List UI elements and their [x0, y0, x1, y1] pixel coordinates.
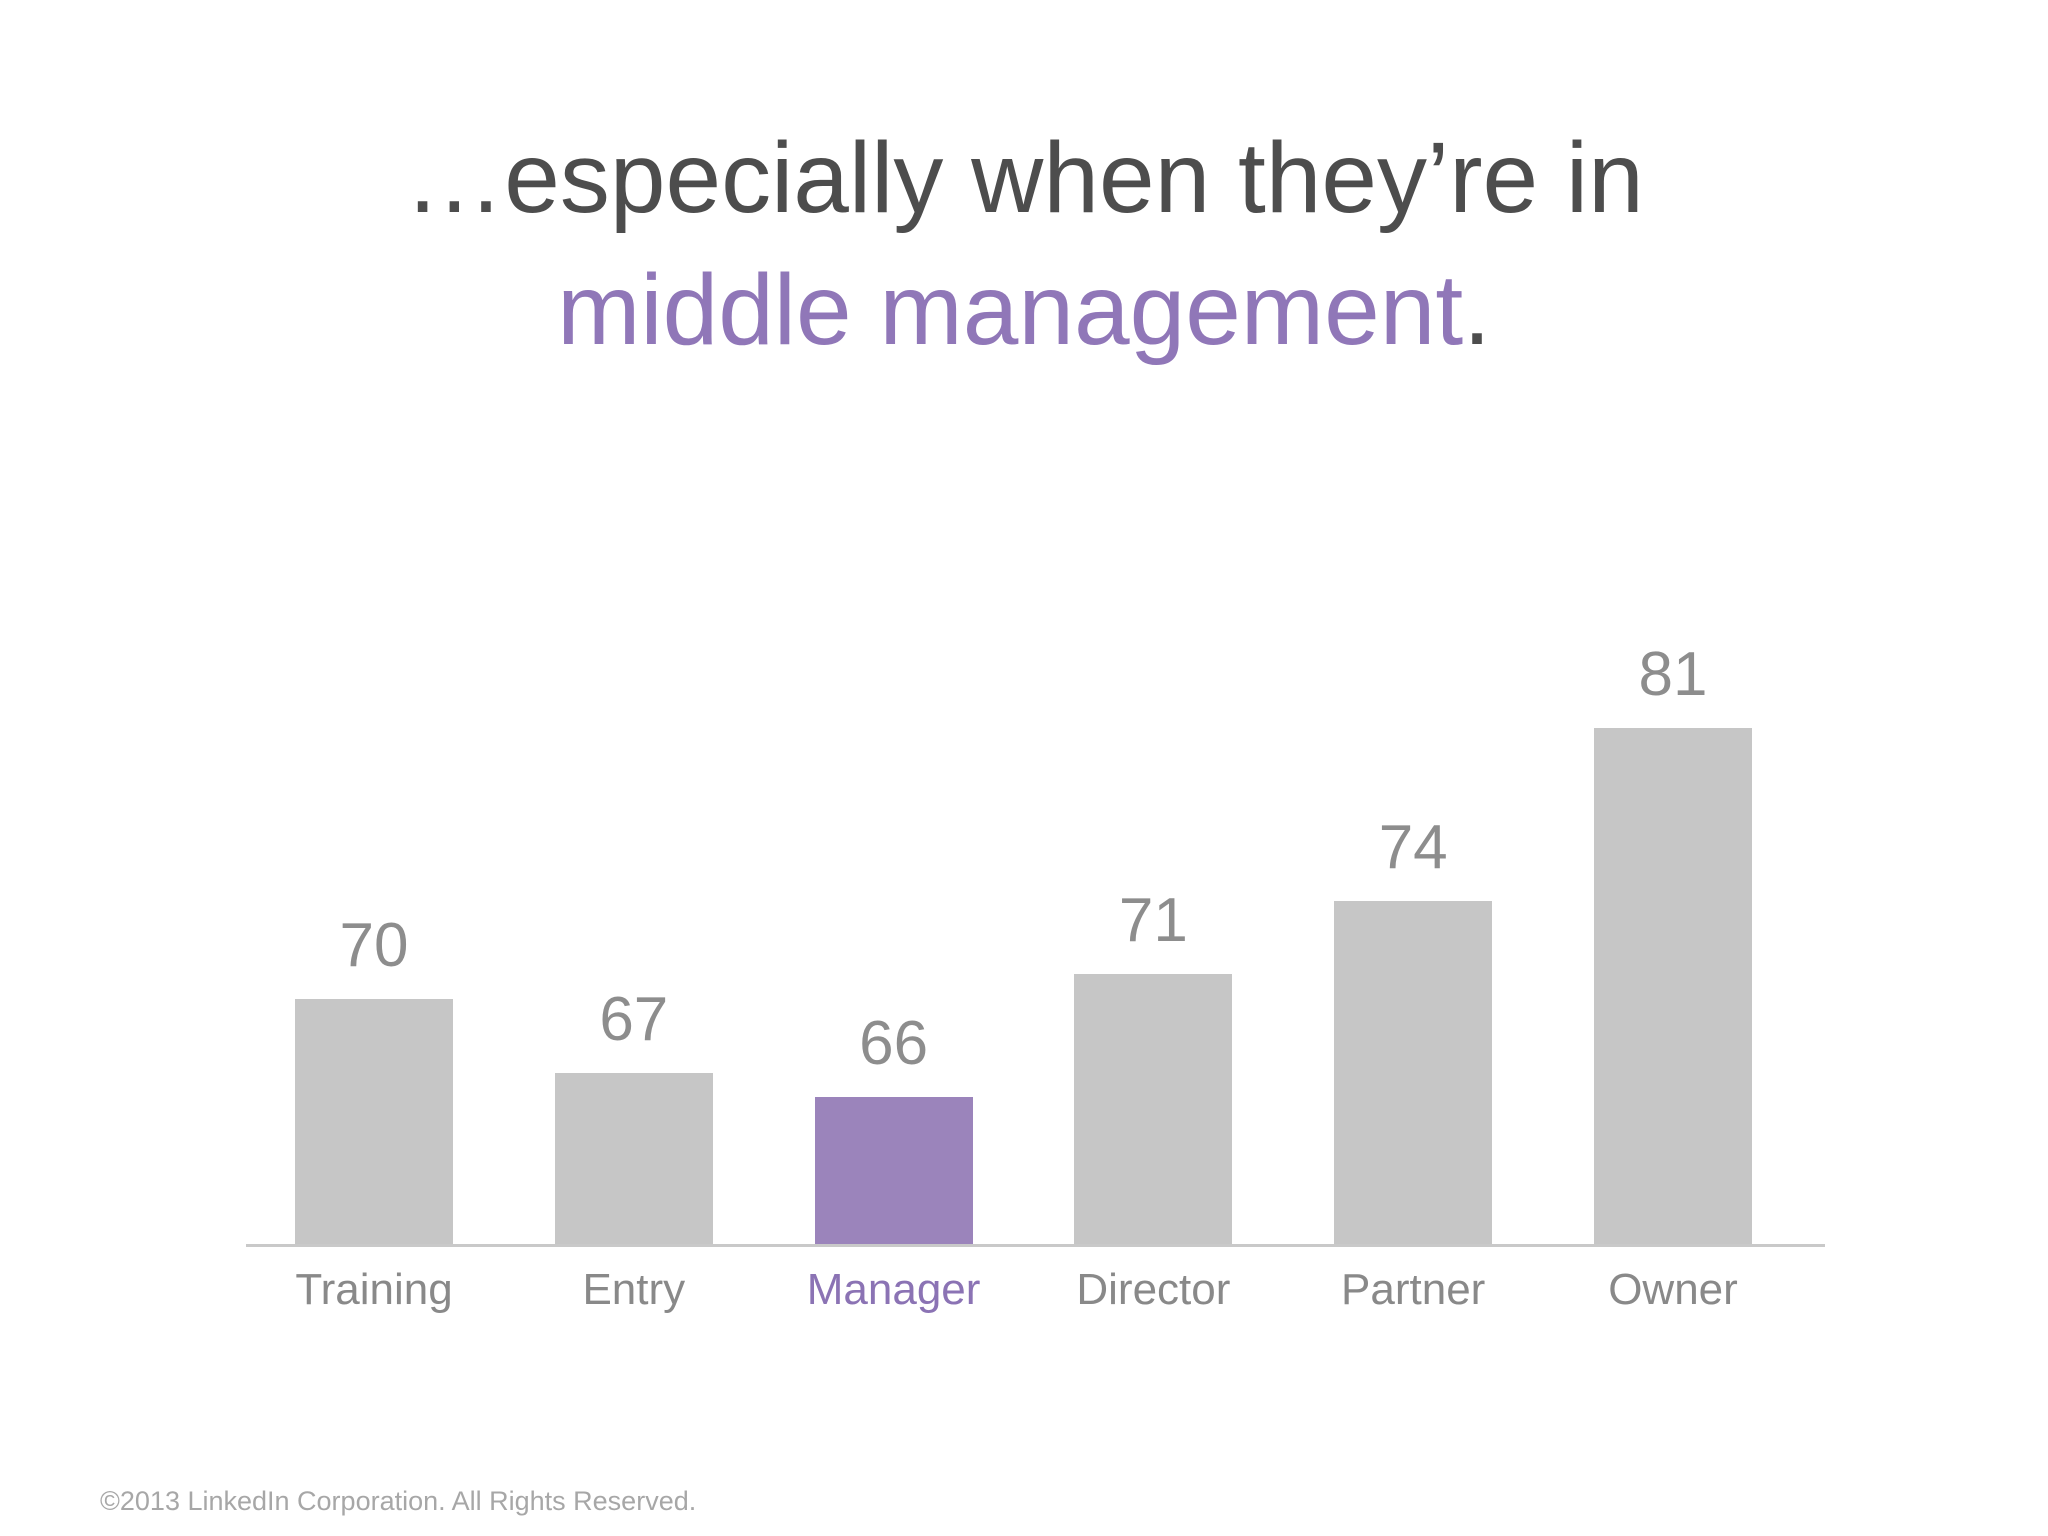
slide-title: …especially when they’re in middle manag… [0, 112, 2048, 376]
bar-value-label-entry: 67 [599, 984, 669, 1054]
bar-manager [814, 1097, 973, 1245]
category-label-director: Director [1076, 1265, 1231, 1314]
bar-value-label-manager: 66 [859, 1009, 929, 1079]
bar-value-label-director: 71 [1118, 886, 1188, 956]
slide-title-highlight: middle management [557, 254, 1464, 366]
bar-entry [554, 1072, 713, 1245]
category-label-manager: Manager [806, 1265, 981, 1314]
category-label-partner: Partner [1341, 1265, 1486, 1314]
category-label-training: Training [295, 1265, 453, 1314]
bar-partner [1334, 900, 1493, 1245]
slide-title-period: . [1463, 254, 1491, 366]
bar-value-label-training: 70 [339, 911, 409, 980]
bar-chart: 70 67 66 71 74 81 [295, 640, 1752, 1245]
bar-training [295, 999, 453, 1245]
slide-title-line1: …especially when they’re in [404, 122, 1644, 234]
x-axis-line [246, 1244, 1825, 1247]
bar-director [1074, 974, 1233, 1245]
bar-value-label-owner: 81 [1638, 640, 1708, 710]
category-label-owner: Owner [1608, 1265, 1738, 1314]
bar-owner [1594, 728, 1752, 1245]
copyright-text: ©2013 LinkedIn Corporation. All Rights R… [100, 1486, 697, 1516]
category-label-entry: Entry [582, 1265, 686, 1314]
bar-value-label-partner: 74 [1378, 812, 1448, 882]
